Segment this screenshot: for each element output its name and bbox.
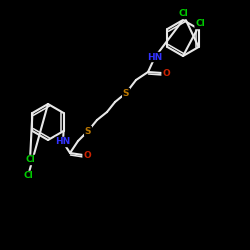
Text: Cl: Cl [195,20,205,28]
Text: S: S [85,126,91,136]
Text: Cl: Cl [25,156,35,164]
Text: O: O [162,68,170,78]
Text: Cl: Cl [23,172,33,180]
Text: HN: HN [56,138,71,146]
Text: HN: HN [148,52,162,62]
Text: O: O [83,150,91,160]
Text: Cl: Cl [178,10,188,18]
Text: S: S [123,88,129,98]
